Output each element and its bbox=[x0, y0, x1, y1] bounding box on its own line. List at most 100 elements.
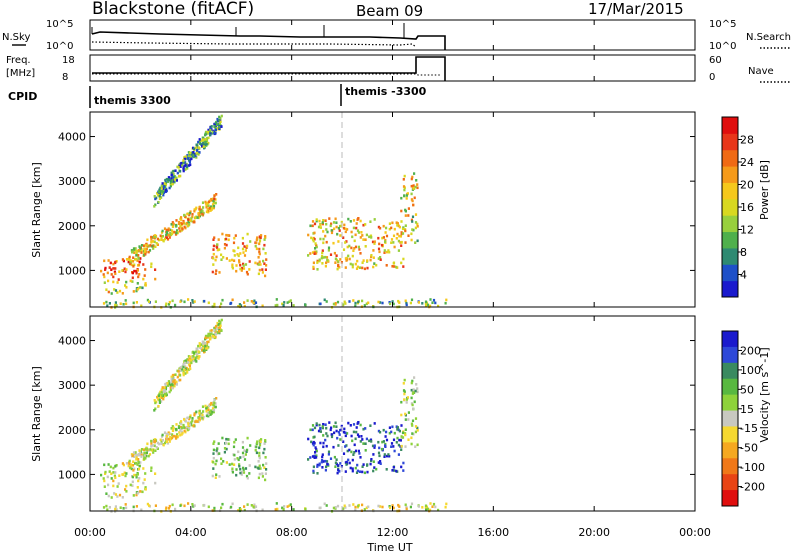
x-axis-label: Time UT bbox=[366, 541, 412, 554]
power-cell bbox=[276, 303, 279, 307]
power-cell bbox=[183, 300, 186, 304]
velocity-cell bbox=[160, 442, 163, 445]
power-cell bbox=[388, 301, 391, 304]
colorbar-frame bbox=[721, 330, 739, 507]
power-cell bbox=[312, 239, 315, 243]
power-cell bbox=[188, 160, 191, 164]
velocity-cell bbox=[174, 437, 178, 440]
velocity-cell bbox=[413, 376, 416, 379]
velocity-cell bbox=[139, 490, 142, 493]
power-cell bbox=[210, 208, 213, 211]
power-cell bbox=[173, 180, 176, 184]
power-cell bbox=[192, 220, 195, 224]
velocity-cell bbox=[206, 340, 209, 344]
velocity-cell bbox=[211, 407, 215, 410]
velocity-cell bbox=[225, 441, 228, 445]
velocity-cell bbox=[170, 379, 173, 383]
power-cell bbox=[313, 237, 316, 241]
power-cell bbox=[322, 241, 325, 245]
power-cell bbox=[345, 240, 348, 243]
power-cell bbox=[205, 202, 208, 206]
power-cell bbox=[400, 220, 403, 223]
velocity-cell bbox=[361, 470, 364, 474]
velocity-cell bbox=[213, 329, 216, 332]
velocity-cell bbox=[352, 430, 355, 434]
power-cell bbox=[307, 233, 310, 237]
power-cell bbox=[138, 245, 141, 248]
power-cell bbox=[187, 220, 190, 223]
power-cell bbox=[413, 196, 416, 200]
power-cell bbox=[404, 229, 407, 233]
power-cell bbox=[414, 241, 417, 244]
velocity-cell bbox=[334, 421, 337, 425]
power-cell bbox=[388, 227, 391, 231]
power-cell bbox=[140, 304, 143, 308]
velocity-cell bbox=[255, 445, 258, 449]
power-cell bbox=[315, 252, 318, 255]
cpid-label: CPID bbox=[8, 90, 37, 103]
velocity-cell bbox=[192, 505, 195, 508]
velocity-cell bbox=[140, 448, 144, 451]
velocity-cell bbox=[156, 447, 159, 450]
power-cell bbox=[259, 236, 262, 239]
power-cell bbox=[417, 301, 420, 304]
velocity-cell bbox=[356, 422, 359, 425]
velocity-cell bbox=[171, 433, 174, 436]
power-cell bbox=[210, 125, 213, 128]
velocity-cell bbox=[216, 331, 219, 334]
power-cell bbox=[319, 302, 322, 306]
velocity-cell bbox=[209, 331, 212, 334]
power-cell bbox=[329, 224, 332, 228]
velocity-cell bbox=[174, 373, 177, 376]
power-cell bbox=[168, 236, 171, 239]
power-cell bbox=[156, 243, 159, 246]
power-cell bbox=[338, 229, 341, 232]
velocity-cell bbox=[238, 463, 241, 466]
power-cell bbox=[241, 236, 244, 240]
velocity-cell bbox=[132, 469, 135, 472]
colorbar-cell bbox=[722, 117, 738, 134]
power-cell bbox=[239, 263, 242, 267]
power-cell bbox=[135, 249, 139, 253]
nsky-right-tick-top: 10^5 bbox=[709, 19, 736, 30]
power-cell bbox=[172, 222, 175, 226]
power-cell bbox=[207, 204, 210, 208]
velocity-cell bbox=[173, 382, 176, 385]
velocity-cell bbox=[209, 329, 212, 333]
power-cell bbox=[129, 261, 132, 264]
velocity-cell bbox=[208, 410, 211, 414]
velocity-cell bbox=[186, 371, 189, 374]
velocity-cell bbox=[412, 391, 415, 394]
power-cell bbox=[105, 288, 108, 291]
velocity-cell bbox=[228, 463, 231, 466]
power-cell bbox=[179, 174, 182, 178]
power-cell bbox=[364, 238, 367, 241]
velocity-cell bbox=[399, 439, 402, 442]
velocity-cell bbox=[186, 416, 189, 420]
power-cell bbox=[154, 235, 157, 239]
power-cell bbox=[200, 143, 203, 146]
power-cell bbox=[114, 272, 117, 275]
power-cell bbox=[114, 303, 117, 307]
velocity-cell bbox=[201, 405, 205, 408]
velocity-cell bbox=[102, 477, 105, 480]
power-cell bbox=[140, 248, 143, 251]
power-cell bbox=[256, 237, 259, 241]
power-cell bbox=[159, 234, 162, 238]
velocity-cell bbox=[156, 441, 159, 445]
power-cell bbox=[327, 246, 331, 250]
colorbar-cell bbox=[722, 442, 738, 459]
power-cell bbox=[398, 234, 401, 238]
velocity-cell bbox=[235, 473, 238, 477]
velocity-cell bbox=[107, 494, 110, 498]
colorbar-cell bbox=[722, 378, 738, 396]
velocity-cell bbox=[400, 400, 403, 404]
power-cell bbox=[118, 270, 121, 273]
velocity-cell bbox=[233, 440, 236, 444]
velocity-cell bbox=[231, 462, 234, 466]
power-cell bbox=[184, 168, 187, 171]
power-cell bbox=[396, 232, 399, 236]
power-cell bbox=[220, 302, 223, 306]
velocity-cell bbox=[258, 451, 261, 455]
velocity-cell bbox=[313, 456, 316, 459]
